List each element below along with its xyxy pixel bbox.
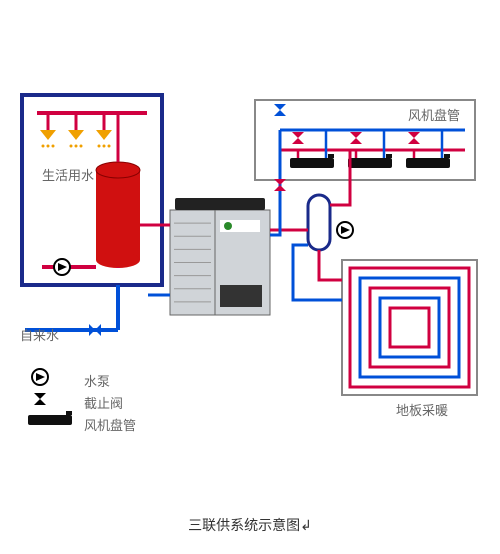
label-legend-pump: 水泵 [84, 371, 110, 390]
label-legend-valve: 截止阀 [84, 393, 123, 412]
label-domestic-water: 生活用水 [42, 165, 94, 184]
label-floor-heating: 地板采暖 [396, 400, 448, 419]
label-tap-water: 自来水 [20, 325, 59, 344]
diagram-canvas [0, 0, 500, 554]
label-legend-fancoil: 风机盘管 [84, 415, 136, 434]
label-fan-coil-title: 风机盘管 [408, 105, 460, 124]
diagram-caption: 三联供系统示意图↲ [0, 515, 500, 535]
